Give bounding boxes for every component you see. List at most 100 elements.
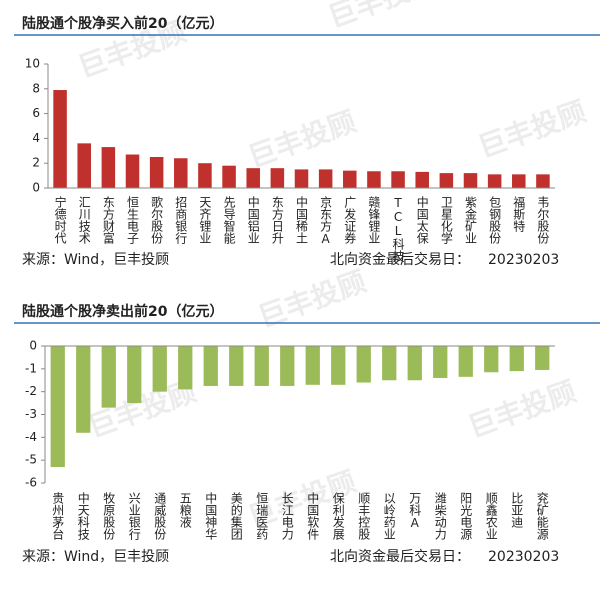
x-tick-label: 赣锋锂业 bbox=[367, 196, 381, 244]
x-tick-label: 牧原股份 bbox=[102, 492, 116, 540]
x-tick-label: 保利发展 bbox=[331, 492, 345, 540]
x-tick-label: 韦尔股份 bbox=[536, 196, 550, 244]
x-tick-label: 东方财富 bbox=[101, 196, 115, 245]
bar bbox=[222, 165, 236, 188]
bar bbox=[294, 169, 309, 188]
x-tick-label: 恒生电子 bbox=[126, 196, 140, 244]
bar bbox=[487, 174, 502, 188]
x-tick-label: 五粮液 bbox=[178, 492, 192, 528]
x-tick-label: 天齐锂业 bbox=[198, 196, 212, 244]
bar bbox=[198, 163, 212, 188]
x-tick-label: 汇川技术 bbox=[77, 196, 91, 244]
bar bbox=[512, 174, 526, 188]
bar bbox=[149, 157, 164, 188]
x-tick-label: 宁德时代 bbox=[53, 195, 67, 245]
x-tick-label: 比亚迪 bbox=[510, 492, 524, 528]
bar bbox=[178, 346, 193, 390]
bar bbox=[415, 171, 429, 188]
bar bbox=[77, 143, 91, 188]
x-tick-label: 兴业银行 bbox=[127, 492, 141, 540]
x-tick-label: 潍柴动力 bbox=[433, 492, 447, 541]
bar bbox=[76, 346, 91, 433]
footer-date: 20230203 bbox=[488, 549, 559, 565]
x-tick-label: 福斯特 bbox=[512, 195, 526, 232]
bar bbox=[382, 346, 397, 381]
x-tick-label: 通威股份 bbox=[153, 492, 167, 540]
chart-title: 陆股通个股净买入前20（亿元） bbox=[22, 15, 223, 32]
bar bbox=[391, 171, 405, 188]
bar bbox=[270, 168, 285, 188]
x-tick-label: 长江电力 bbox=[280, 492, 294, 541]
bar bbox=[305, 346, 320, 385]
y-tick-label: 0 bbox=[32, 181, 40, 195]
x-tick-label: 招商银行 bbox=[174, 196, 188, 244]
x-tick-label: 中国铝业 bbox=[246, 195, 260, 244]
watermark: 巨丰投顾 bbox=[324, 0, 441, 34]
bar bbox=[174, 158, 188, 188]
x-tick-label: 阳光电源 bbox=[459, 492, 473, 541]
x-tick-label: 中国稀土 bbox=[295, 195, 309, 244]
x-tick-label: TCL科技 bbox=[391, 196, 405, 262]
x-tick-label: 中国神华 bbox=[204, 491, 218, 540]
x-tick-label: 顺丰控股 bbox=[357, 492, 371, 541]
footer-date: 20230203 bbox=[488, 252, 559, 268]
y-tick-label: -5 bbox=[25, 453, 37, 467]
x-tick-label: 中国软件 bbox=[306, 491, 320, 540]
y-tick-label: 6 bbox=[32, 106, 40, 120]
x-tick-label: 万科A bbox=[408, 492, 422, 530]
x-tick-label: 顺鑫农业 bbox=[484, 492, 498, 540]
chart-title: 陆股通个股净卖出前20（亿元） bbox=[22, 303, 223, 320]
bar bbox=[331, 346, 346, 385]
y-tick-label: -2 bbox=[25, 384, 37, 398]
bar bbox=[254, 346, 269, 386]
bar bbox=[127, 346, 142, 404]
watermark: 巨丰投顾 bbox=[244, 105, 361, 174]
x-tick-label: 美的集团 bbox=[229, 492, 243, 541]
bar bbox=[439, 173, 454, 188]
footer-label: 北向资金最后交易日： bbox=[330, 251, 470, 268]
y-tick-label: 8 bbox=[32, 81, 40, 95]
bar bbox=[367, 171, 381, 188]
bar bbox=[50, 346, 65, 468]
x-tick-label: 中天科技 bbox=[76, 491, 90, 540]
bar bbox=[463, 173, 478, 188]
x-tick-label: 恒瑞医药 bbox=[255, 492, 269, 540]
x-tick-label: 京东方A bbox=[319, 196, 333, 246]
bar bbox=[433, 346, 448, 378]
x-tick-label: 东方日升 bbox=[270, 196, 284, 244]
bar bbox=[535, 346, 550, 370]
x-tick-label: 先导智能 bbox=[222, 196, 236, 244]
source-note: 来源：Wind，巨丰投顾 bbox=[22, 549, 169, 565]
y-tick-label: 2 bbox=[32, 156, 40, 170]
x-tick-label: 包钢股份 bbox=[488, 196, 502, 244]
x-tick-label: 贵州茅台 bbox=[51, 492, 65, 540]
bar bbox=[458, 346, 473, 377]
y-tick-label: -1 bbox=[25, 361, 37, 375]
bar bbox=[407, 346, 422, 381]
watermark: 巨丰投顾 bbox=[464, 375, 581, 444]
y-tick-label: -6 bbox=[25, 476, 37, 490]
x-tick-label: 卫星化学 bbox=[439, 196, 453, 244]
bar bbox=[53, 90, 67, 188]
x-tick-label: 以岭药业 bbox=[382, 492, 396, 540]
x-tick-label: 歌尔股份 bbox=[150, 195, 164, 244]
bar bbox=[280, 346, 295, 386]
x-tick-label: 中国太保 bbox=[415, 195, 429, 244]
bar bbox=[101, 147, 116, 188]
bar bbox=[343, 170, 357, 188]
y-tick-label: 4 bbox=[32, 131, 40, 145]
y-tick-label: 0 bbox=[29, 339, 37, 353]
bar bbox=[509, 346, 524, 372]
x-tick-label: 兖矿能源 bbox=[535, 491, 549, 541]
bar bbox=[246, 168, 260, 188]
source-note: 来源：Wind，巨丰投顾 bbox=[22, 252, 169, 268]
bar bbox=[229, 346, 244, 386]
bar bbox=[484, 346, 499, 373]
x-tick-label: 紫金矿业 bbox=[464, 196, 478, 244]
bar bbox=[203, 346, 218, 386]
footer-label: 北向资金最后交易日： bbox=[330, 548, 470, 565]
bar bbox=[318, 169, 333, 188]
bar bbox=[536, 174, 550, 188]
y-tick-label: 10 bbox=[25, 57, 40, 71]
